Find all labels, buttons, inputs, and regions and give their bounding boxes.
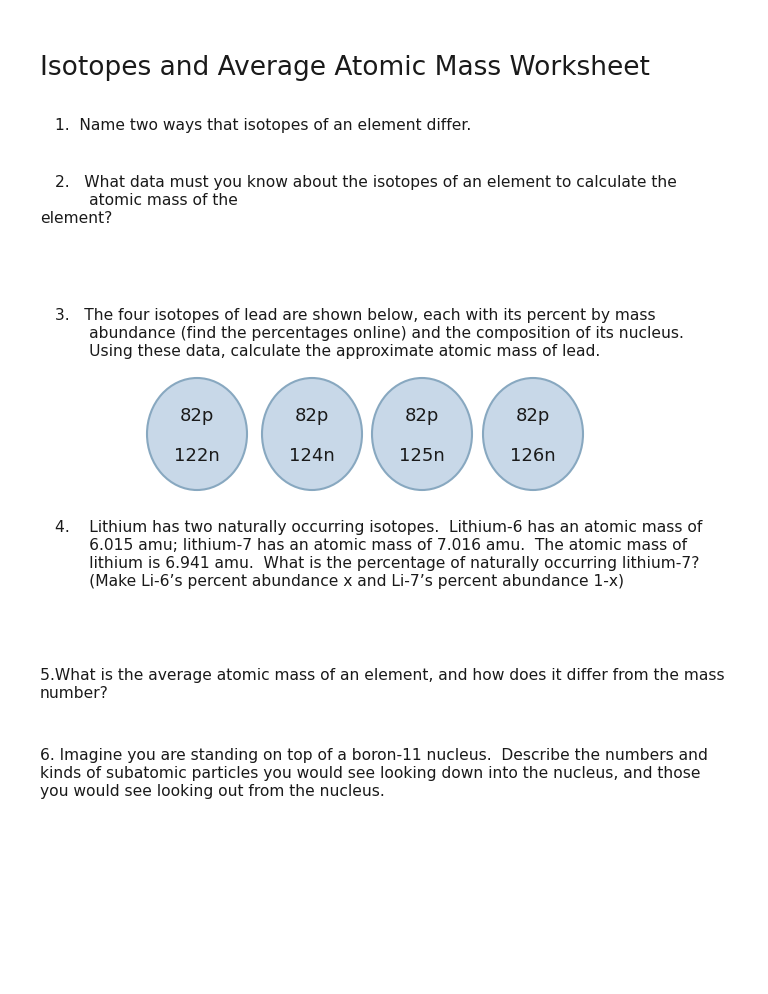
Text: 122n: 122n: [174, 447, 220, 465]
Text: you would see looking out from the nucleus.: you would see looking out from the nucle…: [40, 784, 385, 799]
Text: kinds of subatomic particles you would see looking down into the nucleus, and th: kinds of subatomic particles you would s…: [40, 766, 700, 781]
Text: abundance (find the percentages online) and the composition of its nucleus.: abundance (find the percentages online) …: [55, 326, 684, 341]
Text: 124n: 124n: [289, 447, 335, 465]
Ellipse shape: [372, 378, 472, 490]
Ellipse shape: [483, 378, 583, 490]
Text: 82p: 82p: [405, 407, 439, 425]
Text: 82p: 82p: [180, 407, 214, 425]
Text: element?: element?: [40, 211, 112, 226]
Text: atomic mass of the: atomic mass of the: [55, 193, 238, 208]
Ellipse shape: [147, 378, 247, 490]
Text: number?: number?: [40, 686, 109, 701]
Text: lithium is 6.941 amu.  What is the percentage of naturally occurring lithium-7?: lithium is 6.941 amu. What is the percen…: [55, 556, 700, 571]
Ellipse shape: [262, 378, 362, 490]
Text: 6. Imagine you are standing on top of a boron-11 nucleus.  Describe the numbers : 6. Imagine you are standing on top of a …: [40, 748, 708, 763]
Text: 3.   The four isotopes of lead are shown below, each with its percent by mass: 3. The four isotopes of lead are shown b…: [55, 308, 656, 323]
Text: 82p: 82p: [516, 407, 550, 425]
Text: 4.    Lithium has two naturally occurring isotopes.  Lithium-6 has an atomic mas: 4. Lithium has two naturally occurring i…: [55, 520, 703, 535]
Text: 82p: 82p: [295, 407, 329, 425]
Text: 5.What is the average atomic mass of an element, and how does it differ from the: 5.What is the average atomic mass of an …: [40, 668, 725, 683]
Text: 126n: 126n: [510, 447, 556, 465]
Text: Using these data, calculate the approximate atomic mass of lead.: Using these data, calculate the approxim…: [55, 344, 601, 359]
Text: (Make Li-6’s percent abundance x and Li-7’s percent abundance 1-x): (Make Li-6’s percent abundance x and Li-…: [55, 574, 624, 589]
Text: 125n: 125n: [399, 447, 445, 465]
Text: Isotopes and Average Atomic Mass Worksheet: Isotopes and Average Atomic Mass Workshe…: [40, 55, 650, 81]
Text: 1.  Name two ways that isotopes of an element differ.: 1. Name two ways that isotopes of an ele…: [55, 118, 472, 133]
Text: 2.   What data must you know about the isotopes of an element to calculate the: 2. What data must you know about the iso…: [55, 175, 677, 190]
Text: 6.015 amu; lithium-7 has an atomic mass of 7.016 amu.  The atomic mass of: 6.015 amu; lithium-7 has an atomic mass …: [55, 538, 687, 553]
